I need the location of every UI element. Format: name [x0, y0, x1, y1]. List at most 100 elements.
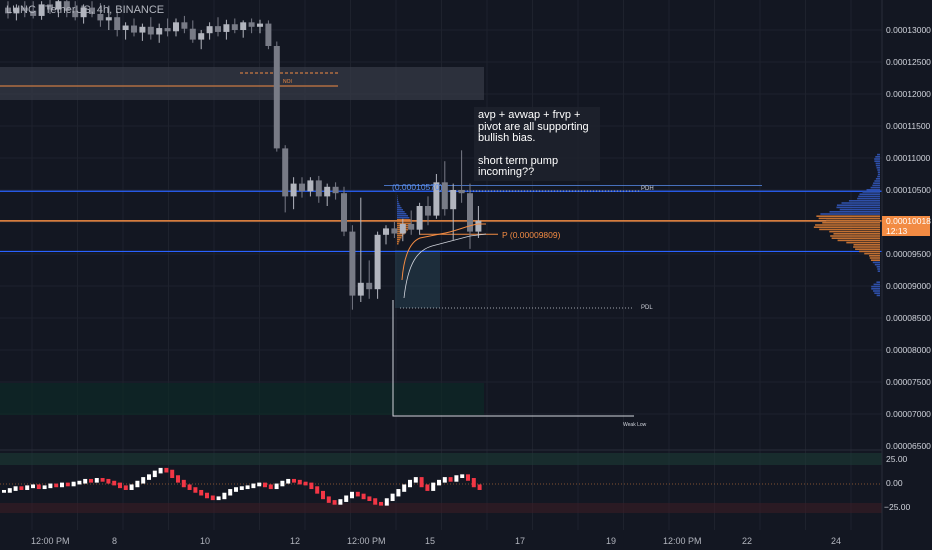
oscillator-bar — [106, 478, 111, 484]
oscillator-bar — [158, 467, 163, 474]
time-tick: 12 — [290, 536, 301, 546]
oscillator-bar — [315, 486, 320, 494]
annotation-line: incoming?? — [478, 166, 535, 178]
oscillator-bar — [239, 486, 244, 490]
session-profile-bar — [397, 235, 404, 237]
volume-profile-bar — [841, 202, 880, 204]
candle-body — [21, 7, 28, 11]
volume-profile-bar — [829, 211, 880, 213]
oscillator-bar — [187, 484, 192, 490]
candle-body — [467, 193, 473, 232]
candle-body — [357, 282, 364, 296]
session-profile-bar — [397, 243, 399, 245]
price-tick: 0.00008000 — [886, 345, 931, 355]
volume-profile-bar — [858, 195, 880, 198]
oscillator-bar — [431, 482, 436, 491]
session-profile-bar — [397, 221, 411, 223]
volume-profile-bar — [874, 160, 880, 162]
candle-body — [299, 183, 305, 192]
price-tick: 0.00009500 — [886, 249, 931, 259]
oscillator-bar — [36, 484, 41, 490]
oscillator-bar — [477, 484, 482, 490]
candle-body — [5, 7, 11, 14]
volume-profile-bar — [846, 241, 880, 244]
oscillator-bar — [408, 479, 412, 488]
oscillator-bar — [83, 478, 88, 484]
oscillator-bar — [118, 482, 122, 489]
oscillator-bar — [13, 486, 18, 491]
oscillator-bar — [199, 489, 204, 496]
oscillator-bar — [147, 474, 151, 480]
candle-body — [425, 206, 431, 216]
session-profile-bar — [397, 203, 400, 205]
oscillator-bar — [210, 495, 215, 501]
oscillator-bar — [413, 477, 418, 483]
price-tick: 0.00007000 — [886, 409, 931, 419]
candle-body — [89, 7, 95, 14]
annotation-line: bullish bias. — [478, 132, 536, 144]
volume-profile-bar — [869, 257, 880, 259]
oscillator-bar — [286, 478, 291, 484]
candle-body — [198, 33, 205, 40]
candle-body — [433, 182, 440, 216]
candle-body — [391, 228, 398, 234]
oscillator-bar — [402, 484, 407, 492]
oscillator-bar — [297, 479, 302, 485]
oscillator-bar — [77, 480, 82, 485]
annotation-line: avp + avwap + frvp + — [478, 109, 581, 121]
oscillator-bar — [344, 495, 349, 502]
volume-profile-bar — [848, 200, 880, 202]
volume-profile-bar — [836, 206, 880, 209]
oscillator-bar — [48, 483, 53, 489]
oscillator-bar — [141, 477, 146, 484]
annotation-line: pivot are all supporting — [478, 120, 589, 133]
oscillator-bar — [176, 475, 180, 483]
volume-profile-bar — [820, 213, 880, 215]
session-profile-bar — [397, 239, 401, 241]
time-tick: 22 — [742, 536, 753, 546]
oscillator-bar — [257, 482, 262, 487]
candle-body — [240, 22, 247, 30]
ticker-title[interactable]: LUNC / TetherUS, 4h, BINANCE — [6, 4, 165, 16]
anchor-price-label: (0.00010570) — [392, 182, 443, 192]
current-price-badge[interactable]: 0.00010018 12:13 — [882, 216, 931, 236]
session-profile-bar — [397, 215, 408, 217]
candle-body — [441, 182, 448, 210]
volume-profile-bar — [859, 250, 880, 253]
oscillator-bar — [31, 484, 35, 489]
volume-profile-bar — [829, 230, 880, 233]
oscillator-bar — [222, 492, 227, 500]
oscillator-bar — [100, 478, 105, 482]
volume-profile-bar — [874, 180, 880, 182]
oscillator-bar — [89, 478, 93, 483]
volume-profile-bar — [872, 184, 880, 187]
volume-profile-bar — [876, 167, 880, 169]
price-tick: 0.00009000 — [886, 281, 931, 291]
oscillator-bar — [135, 480, 140, 488]
candle-body — [408, 223, 415, 230]
candle-body — [265, 23, 272, 46]
volume-profile-bar — [871, 285, 880, 288]
session-profile-bar — [397, 213, 407, 215]
oscillator-bar — [42, 485, 47, 490]
volume-profile-bar — [877, 268, 880, 270]
oscillator-bar — [193, 487, 198, 493]
volume-profile-bar — [877, 175, 880, 178]
volume-profile-bar — [870, 186, 880, 189]
price-tick: 0.00010500 — [886, 185, 931, 195]
oscillator-bar — [321, 490, 325, 500]
oscillator-bar — [2, 489, 6, 493]
candle-body — [215, 26, 221, 32]
volume-profile-bar — [877, 171, 880, 173]
text-annotation[interactable]: avp + avwap + frvp + pivot are all suppo… — [474, 107, 600, 181]
session-profile-bar — [397, 237, 402, 239]
weak-low-label: Weak Low — [623, 422, 647, 428]
oscillator-bar — [454, 475, 459, 482]
volume-profile-bar — [876, 266, 880, 268]
price-tick: 0.00011000 — [886, 153, 931, 163]
volume-profile-bar — [875, 162, 880, 165]
session-profile-bar — [397, 219, 411, 221]
volume-profile-bar — [875, 178, 880, 180]
oscillator-bar — [129, 484, 134, 490]
